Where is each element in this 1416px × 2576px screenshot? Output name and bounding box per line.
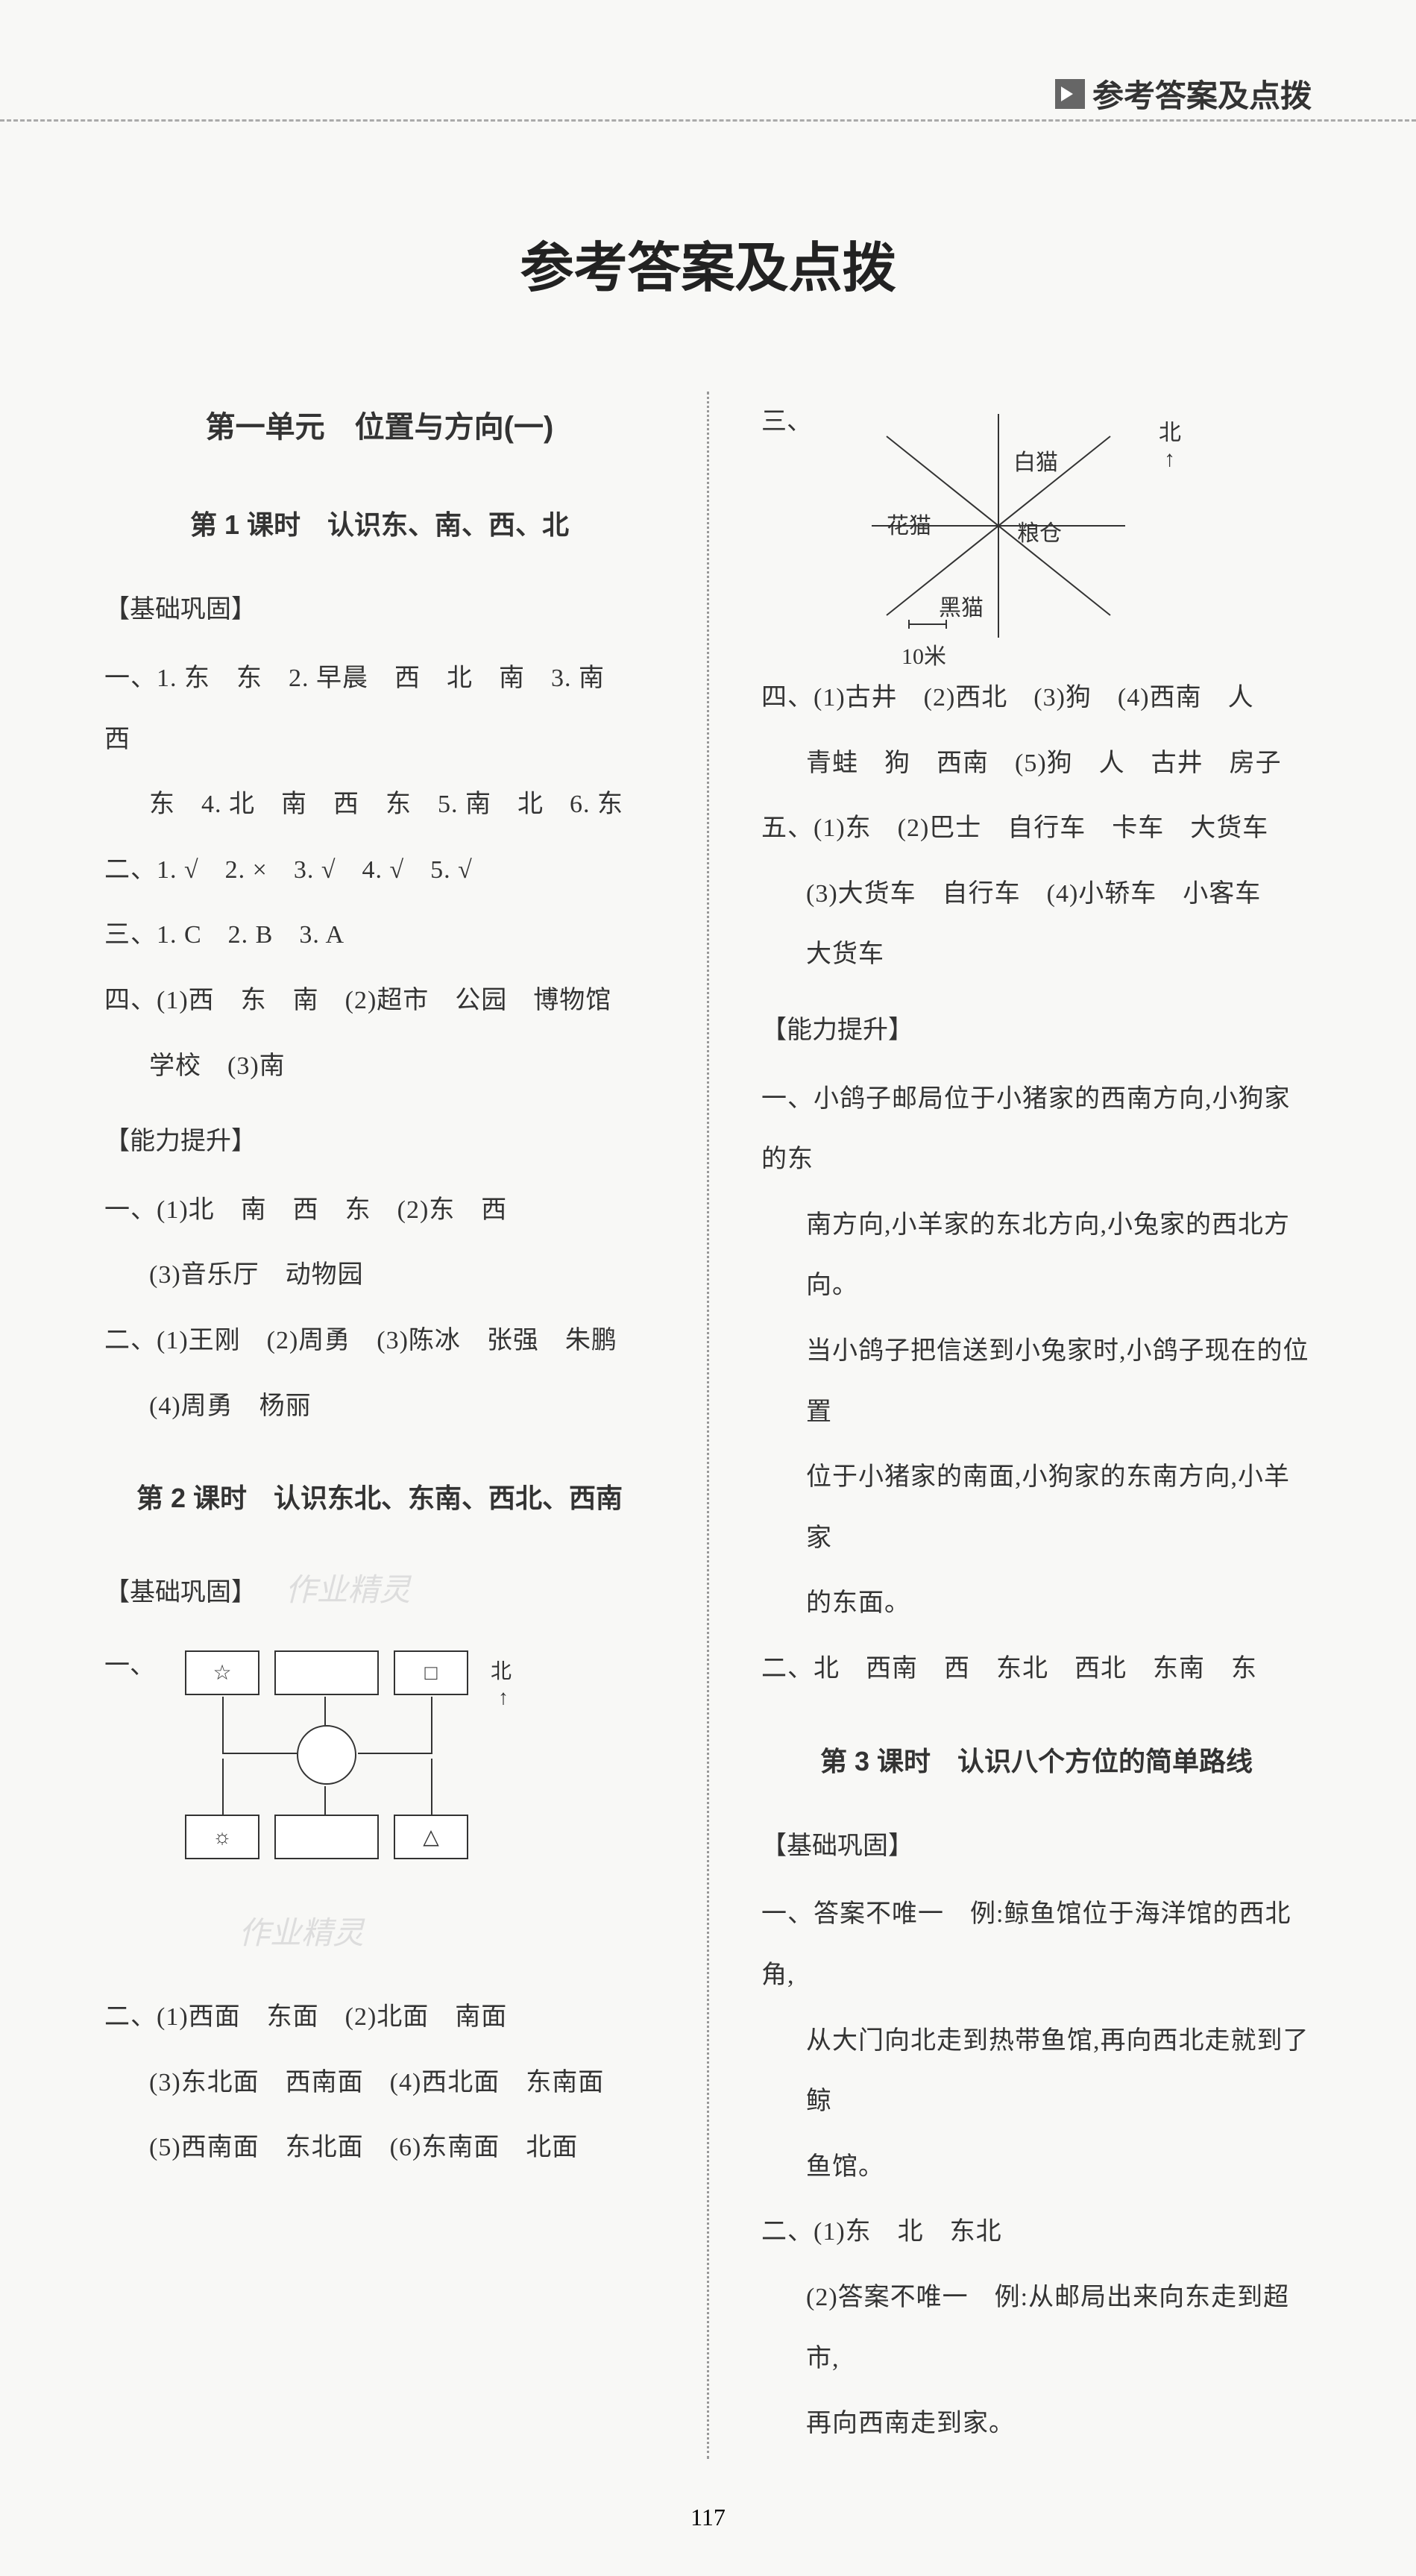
answer-text: (5)西南面 东北面 (6)东南面 北面 [104,2117,655,2178]
answer-text: 一、答案不唯一 例:鲸鱼馆位于海洋馆的西北角, [761,1884,1312,2005]
star-icon: ☆ [213,1648,231,1698]
answer-text: 二、(1)西面 东面 (2)北面 南面 [104,1987,655,2048]
answer-text: 一、1. 东 东 2. 早晨 西 北 南 3. 南 西 [104,648,655,770]
diagram-row: 三、 白猫 花猫 粮仓 黑猫 10米 [761,392,1312,667]
arrow-up-icon: ↑ [498,1673,509,1723]
answer-text: 二、(1)王刚 (2)周勇 (3)陈冰 张强 朱鹏 [104,1310,655,1372]
column-divider [707,392,709,2459]
right-column: 三、 白猫 花猫 粮仓 黑猫 10米 [761,392,1312,2459]
label-text: 【基础巩固】 [104,1579,257,1606]
answer-text: 四、(1)西 东 南 (2)超市 公园 博物馆 [104,970,655,1031]
header-title: 参考答案及点拨 [1092,71,1312,116]
connector-line [222,1753,297,1754]
answer-text: 二、1. √ 2. × 3. √ 4. √ 5. √ [104,840,655,901]
compass-scale: 10米 [901,630,946,684]
answer-text: 学校 (3)南 [104,1036,655,1097]
answer-text: 的东面。 [761,1573,1312,1634]
answer-text: 二、(1)东 北 东北 [761,2202,1312,2263]
left-column: 第一单元 位置与方向(一) 第 1 课时 认识东、南、西、北 【基础巩固】 一、… [104,392,655,2459]
answer-text: 一、(1)北 南 西 东 (2)东 西 [104,1180,655,1241]
answer-text: 鱼馆。 [761,2137,1312,2198]
diagram-circle [297,1725,356,1785]
arrow-up-icon: ↑ [1164,433,1175,486]
answer-text: 当小鸽子把信送到小兔家时,小鸽子现在的位置 [761,1321,1312,1442]
answer-text: 四、(1)古井 (2)西北 (3)狗 (4)西南 人 [761,667,1312,729]
question-label: 三、 [761,392,812,453]
main-title: 参考答案及点拨 [104,224,1312,302]
section-basic-label: 【基础巩固】 [104,579,655,641]
diagram-box-sun: ☼ [185,1815,259,1859]
connector-line [324,1786,326,1815]
diagram-box-empty [274,1650,379,1695]
answer-text: 三、1. C 2. B 3. A [104,905,655,966]
answer-text: (2)答案不唯一 例:从邮局出来向东走到超市, [761,2267,1312,2389]
page-container: 参考答案及点拨 参考答案及点拨 第一单元 位置与方向(一) 第 1 课时 认识东… [0,0,1416,2576]
diagram-1-container: ☆ □ ☼ △ [185,1650,558,1889]
lesson1-title: 第 1 课时 认识东、南、西、北 [104,493,655,557]
compass-granary: 粮仓 [1017,507,1062,561]
answer-text: 从大门向北走到热带鱼馆,再向西北走就到了鲸 [761,2011,1312,2132]
diagram-box-square: □ [394,1650,468,1695]
connector-line [431,1697,432,1753]
triangle-icon: △ [423,1812,439,1862]
page-number: 117 [104,2504,1312,2531]
sun-icon: ☼ [213,1812,232,1862]
question-label: 一、 [104,1636,155,1697]
position-diagram: ☆ □ ☼ △ [185,1650,558,1889]
answer-text: (3)音乐厅 动物园 [104,1245,655,1306]
answer-text: 二、北 西南 西 东北 西北 东南 东 [761,1639,1312,1700]
diagram-box-star: ☆ [185,1650,259,1695]
square-icon: □ [425,1648,438,1698]
lesson3-title: 第 3 课时 认识八个方位的简单路线 [761,1730,1312,1794]
answer-text: 位于小猪家的南面,小狗家的东南方向,小羊家 [761,1447,1312,1568]
answer-text: 五、(1)东 (2)巴士 自行车 卡车 大货车 [761,798,1312,859]
header-bar: 参考答案及点拨 [1055,71,1312,116]
connector-line [358,1753,432,1754]
connector-line [222,1759,224,1815]
compass-flower-cat: 花猫 [887,500,931,553]
answer-text: (3)大货车 自行车 (4)小轿车 小客车 大货车 [761,864,1312,985]
content-columns: 第一单元 位置与方向(一) 第 1 课时 认识东、南、西、北 【基础巩固】 一、… [104,392,1312,2459]
answer-text: (3)东北面 西南面 (4)西北面 东南面 [104,2052,655,2114]
answer-text: 青蛙 狗 西南 (5)狗 人 古井 房子 [761,733,1312,794]
watermark-text: 作业精灵 [286,1574,411,1608]
answer-text: 再向西南走到家。 [761,2393,1312,2454]
connector-line [431,1759,432,1815]
answer-text: 东 4. 北 南 西 东 5. 南 北 6. 东 [104,774,655,835]
watermark-text: 作业精灵 [239,1897,789,1972]
section-ability-label: 【能力提升】 [761,1000,1312,1061]
diagram-row: 一、 ☆ □ ☼ △ [104,1636,655,1911]
diagram-box-triangle: △ [394,1815,468,1859]
section-ability-label: 【能力提升】 [104,1111,655,1172]
unit-title: 第一单元 位置与方向(一) [104,392,655,463]
section-basic-label: 【基础巩固】 [761,1816,1312,1877]
answer-text: 南方向,小羊家的东北方向,小兔家的西北方向。 [761,1195,1312,1316]
connector-line [222,1697,224,1753]
compass-diagram: 白猫 花猫 粮仓 黑猫 10米 北 ↑ [842,392,1200,667]
section-basic-label: 【基础巩固】 作业精灵 [104,1554,655,1629]
compass-black-cat: 黑猫 [939,582,984,635]
connector-line [324,1697,326,1725]
arrow-icon [1055,79,1085,109]
compass-white-cat: 白猫 [1013,436,1058,490]
answer-text: (4)周勇 杨丽 [104,1376,655,1437]
lesson2-title: 第 2 课时 认识东北、东南、西北、西南 [104,1466,655,1530]
diagram-box-empty [274,1815,379,1859]
answer-text: 一、小鸽子邮局位于小猪家的西南方向,小狗家的东 [761,1069,1312,1190]
dashed-divider [0,119,1416,122]
